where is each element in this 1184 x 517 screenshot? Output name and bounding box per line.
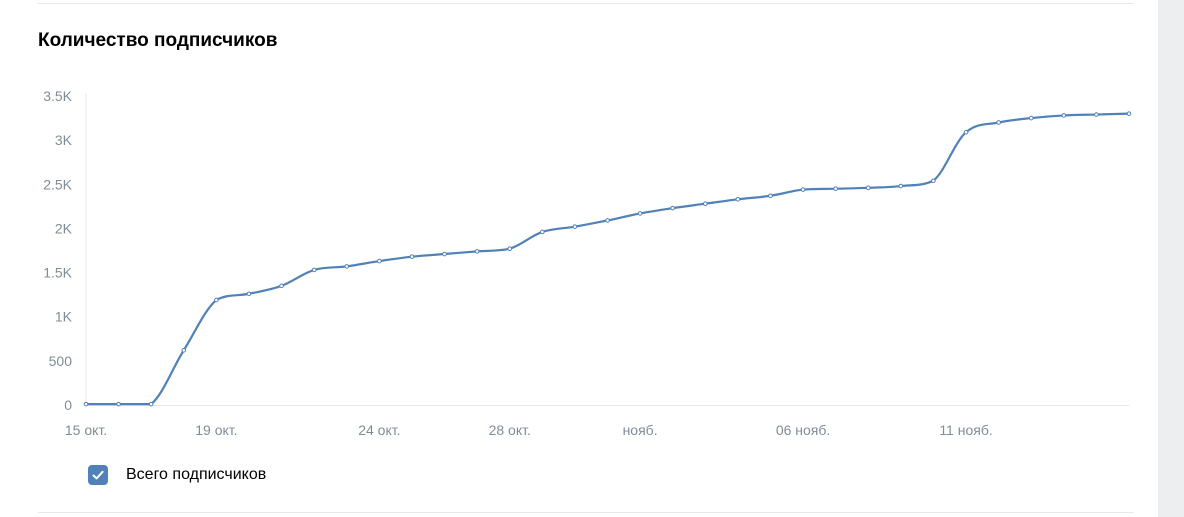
data-point[interactable] xyxy=(931,178,936,184)
data-point[interactable] xyxy=(474,249,480,254)
x-tick-label: 19 окт. xyxy=(195,422,237,438)
y-tick-label: 0 xyxy=(64,397,72,413)
legend-label: Всего подписчиков xyxy=(126,466,267,483)
x-tick-label: 15 окт. xyxy=(65,422,107,438)
data-point[interactable] xyxy=(865,185,871,191)
bottom-divider xyxy=(38,512,1134,513)
data-point[interactable] xyxy=(572,224,578,229)
data-point[interactable] xyxy=(377,258,382,264)
y-tick-label: 500 xyxy=(49,353,73,369)
data-point[interactable] xyxy=(540,229,545,235)
y-tick-label: 3K xyxy=(55,132,73,148)
data-point[interactable] xyxy=(1126,111,1132,116)
series-line-total-subscribers xyxy=(84,112,1131,406)
data-point[interactable] xyxy=(800,187,806,192)
data-point[interactable] xyxy=(963,129,969,135)
y-tick-label: 1K xyxy=(55,309,73,325)
y-tick-label: 2K xyxy=(55,220,73,236)
data-point[interactable] xyxy=(996,120,1001,125)
y-tick-label: 2.5K xyxy=(43,176,72,192)
y-tick-label: 3.5K xyxy=(43,88,72,104)
checkmark-icon xyxy=(92,470,104,480)
data-point[interactable] xyxy=(246,291,252,297)
subscribers-line-chart: 0 500 1K 1.5K 2K 2.5K 3K 3.5K 15 окт. 19 окт. 24 о… xyxy=(43,88,1132,438)
data-point[interactable] xyxy=(83,401,89,407)
data-point[interactable] xyxy=(311,267,317,273)
data-point[interactable] xyxy=(409,254,415,259)
top-divider xyxy=(38,3,1134,4)
data-point[interactable] xyxy=(605,218,610,223)
data-point[interactable] xyxy=(279,283,284,289)
data-point[interactable] xyxy=(181,347,187,353)
data-point[interactable] xyxy=(344,264,350,269)
data-point[interactable] xyxy=(148,401,154,407)
data-point[interactable] xyxy=(637,211,643,216)
x-tick-label: 06 нояб. xyxy=(776,422,830,438)
data-point[interactable] xyxy=(1028,115,1034,121)
x-tick-label: нояб. xyxy=(623,422,658,438)
data-point[interactable] xyxy=(1094,112,1099,117)
x-tick-label: 28 окт. xyxy=(489,422,531,438)
y-tick-label: 1.5K xyxy=(43,265,72,281)
data-point[interactable] xyxy=(702,201,708,207)
data-point[interactable] xyxy=(214,297,219,303)
data-point[interactable] xyxy=(898,183,904,189)
data-point[interactable] xyxy=(1061,113,1067,118)
data-point[interactable] xyxy=(507,246,513,252)
data-point[interactable] xyxy=(442,251,447,257)
data-point[interactable] xyxy=(768,193,773,199)
data-point[interactable] xyxy=(833,186,838,191)
x-tick-label: 11 нояб. xyxy=(939,422,992,438)
legend-checkbox[interactable] xyxy=(88,465,108,485)
chart-title: Количество подписчиков xyxy=(38,30,278,51)
data-point[interactable] xyxy=(735,196,741,202)
data-point[interactable] xyxy=(670,205,675,211)
subscribers-card: Количество подписчиков 0 500 1K 1.5K 2K 2.5K 3… xyxy=(0,0,1158,517)
legend-item-total-subscribers[interactable]: Всего подписчиков xyxy=(88,464,266,486)
x-tick-label: 24 окт. xyxy=(358,422,400,438)
data-point[interactable] xyxy=(116,401,121,407)
